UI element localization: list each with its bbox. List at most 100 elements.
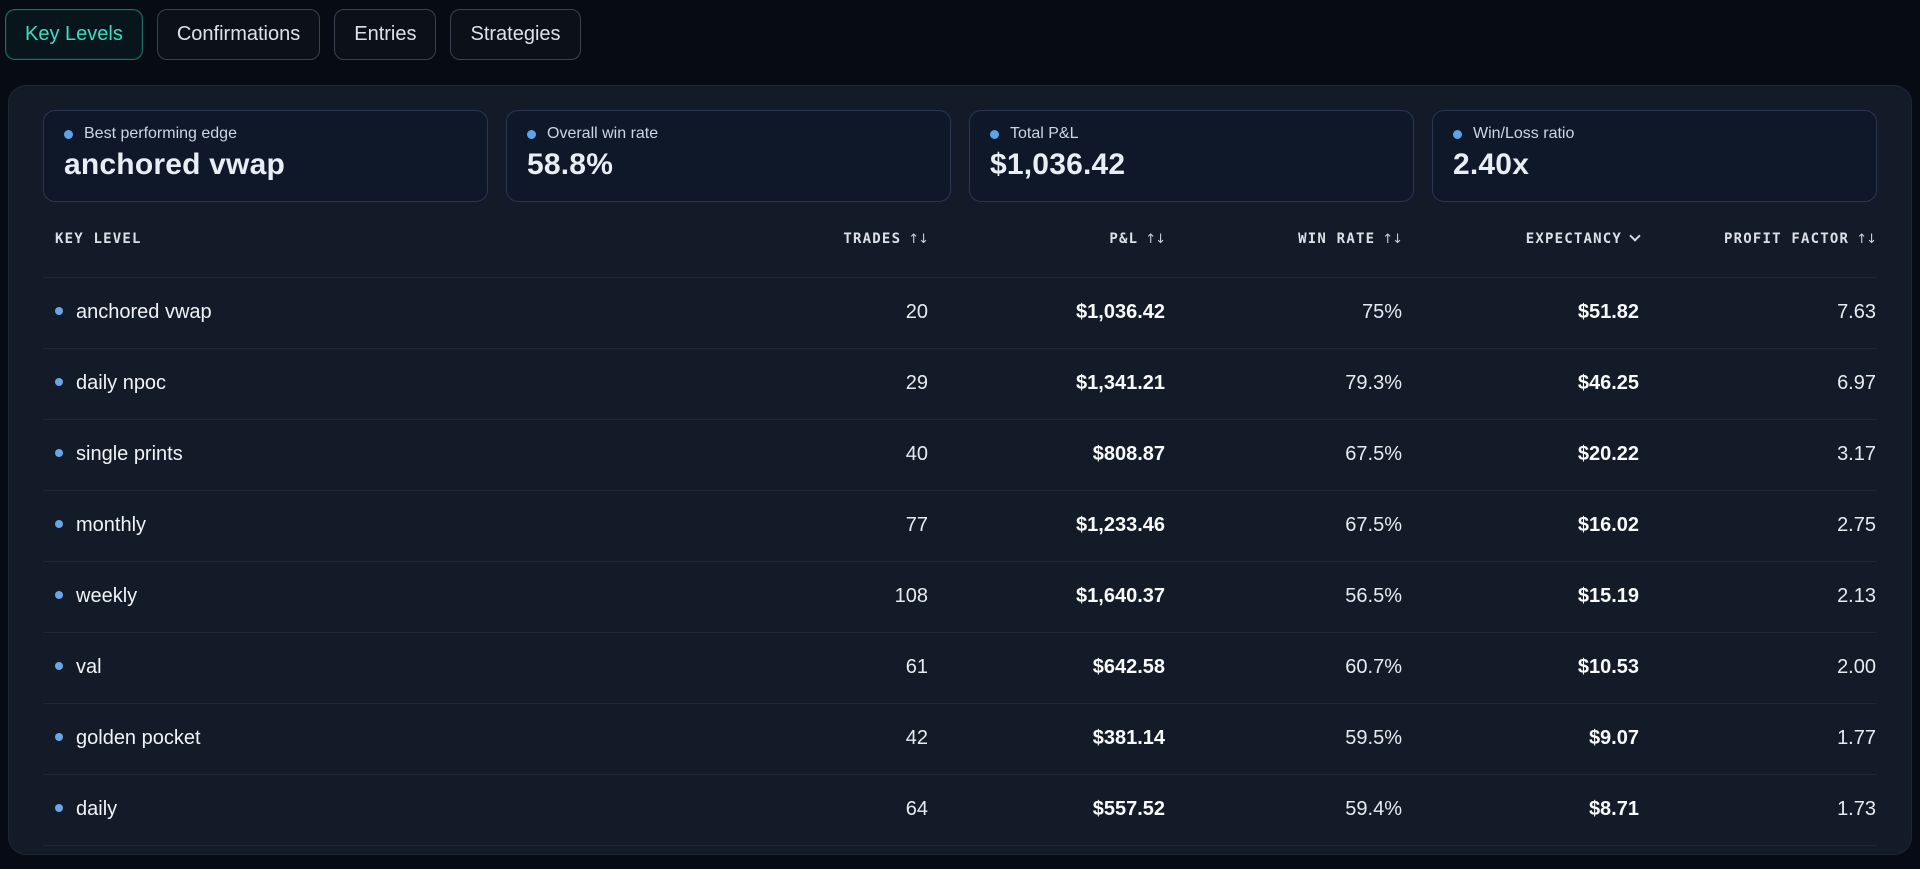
key-level-name: val <box>76 656 102 678</box>
table-row[interactable]: monthly 77 $1,233.46 67.5% $16.02 2.75 <box>43 490 1877 562</box>
pnl-value: $1,036.42 <box>929 277 1166 349</box>
column-header-win-rate[interactable]: WIN RATE ↑↓ <box>1166 202 1403 278</box>
key-levels-table: KEY LEVEL TRADES ↑↓ P&L ↑↓ WIN RATE ↑↓ EXPE… <box>43 202 1877 846</box>
stat-value: 2.40x <box>1453 148 1530 181</box>
table-row[interactable]: weekly 108 $1,640.37 56.5% $15.19 2.13 <box>43 561 1877 633</box>
column-header-expectancy[interactable]: EXPECTANCY <box>1403 202 1641 278</box>
pnl-value: $1,640.37 <box>929 561 1166 633</box>
stat-value: $1,036.42 <box>990 148 1126 181</box>
bullet-dot-icon <box>990 129 999 139</box>
key-level-name: golden pocket <box>76 727 201 749</box>
stat-label-row: Overall win rate <box>527 125 930 143</box>
trades-value: 108 <box>692 561 929 633</box>
stat-card-win-rate: Overall win rate 58.8% <box>506 110 951 202</box>
stat-label: Overall win rate <box>547 125 659 142</box>
stat-card-win-loss-ratio: Win/Loss ratio 2.40x <box>1432 110 1877 202</box>
bullet-dot-icon <box>55 448 63 457</box>
win-rate-value: 75% <box>1166 277 1403 349</box>
chevron-down-icon <box>1629 230 1641 242</box>
column-header-label: KEY LEVEL <box>55 231 142 248</box>
stat-card-total-pnl: Total P&L $1,036.42 <box>969 110 1414 202</box>
tab-confirmations[interactable]: Confirmations <box>156 9 321 60</box>
profit-factor-value: 2.00 <box>1640 632 1877 704</box>
key-level-name: daily <box>76 798 118 820</box>
table-row[interactable]: daily npoc 29 $1,341.21 79.3% $46.25 6.9… <box>43 348 1877 420</box>
column-header-trades[interactable]: TRADES ↑↓ <box>692 202 929 278</box>
pnl-value: $381.14 <box>929 703 1166 775</box>
column-header-profit-factor[interactable]: PROFIT FACTOR ↑↓ <box>1640 202 1877 278</box>
profit-factor-value: 7.63 <box>1640 277 1877 349</box>
key-level-name: monthly <box>76 514 147 536</box>
expectancy-value: $10.53 <box>1403 632 1640 704</box>
win-rate-value: 59.5% <box>1166 703 1403 775</box>
table-row[interactable]: single prints 40 $808.87 67.5% $20.22 3.… <box>43 419 1877 491</box>
column-header-key-level: KEY LEVEL <box>43 202 692 278</box>
stat-label-row: Total P&L <box>990 125 1393 143</box>
key-level-name: single prints <box>76 443 183 465</box>
key-level-name: anchored vwap <box>76 301 212 323</box>
stat-card-best-edge: Best performing edge anchored vwap <box>43 110 488 202</box>
stat-value: anchored vwap <box>64 148 285 181</box>
profit-factor-value: 3.17 <box>1640 419 1877 491</box>
column-header-label: PROFIT FACTOR <box>1724 231 1850 248</box>
bullet-dot-icon <box>55 306 63 315</box>
bullet-dot-icon <box>55 803 63 812</box>
trades-value: 29 <box>692 348 929 420</box>
sort-updown-icon: ↑↓ <box>1382 232 1403 248</box>
stats-row: Best performing edge anchored vwap Overa… <box>43 110 1877 202</box>
trades-value: 40 <box>692 419 929 491</box>
win-rate-value: 56.5% <box>1166 561 1403 633</box>
stat-label-row: Win/Loss ratio <box>1453 125 1856 143</box>
expectancy-value: $8.71 <box>1403 774 1640 846</box>
pnl-value: $642.58 <box>929 632 1166 704</box>
stat-label: Win/Loss ratio <box>1473 125 1575 142</box>
sort-updown-icon: ↑↓ <box>1856 232 1877 248</box>
table-row[interactable]: val 61 $642.58 60.7% $10.53 2.00 <box>43 632 1877 704</box>
expectancy-value: $16.02 <box>1403 490 1640 562</box>
column-header-label: WIN RATE <box>1298 231 1376 248</box>
stat-value: 58.8% <box>527 148 614 181</box>
profit-factor-value: 6.97 <box>1640 348 1877 420</box>
key-level-name: weekly <box>76 585 138 607</box>
column-header-label: TRADES <box>843 231 902 248</box>
trades-value: 77 <box>692 490 929 562</box>
pnl-value: $1,233.46 <box>929 490 1166 562</box>
sort-updown-icon: ↑↓ <box>1145 232 1166 248</box>
profit-factor-value: 1.73 <box>1640 774 1877 846</box>
win-rate-value: 67.5% <box>1166 419 1403 491</box>
bullet-dot-icon <box>64 129 73 139</box>
expectancy-value: $20.22 <box>1403 419 1640 491</box>
table-row[interactable]: daily 64 $557.52 59.4% $8.71 1.73 <box>43 774 1877 846</box>
stat-label: Best performing edge <box>84 125 237 142</box>
tab-key-levels[interactable]: Key Levels <box>5 9 143 60</box>
trades-value: 61 <box>692 632 929 704</box>
bullet-dot-icon <box>55 590 63 599</box>
tab-entries[interactable]: Entries <box>334 9 437 60</box>
table-row[interactable]: anchored vwap 20 $1,036.42 75% $51.82 7.… <box>43 277 1877 349</box>
trades-value: 64 <box>692 774 929 846</box>
dashboard-panel: Best performing edge anchored vwap Overa… <box>8 85 1912 855</box>
table-row[interactable]: golden pocket 42 $381.14 59.5% $9.07 1.7… <box>43 703 1877 775</box>
win-rate-value: 79.3% <box>1166 348 1403 420</box>
bullet-dot-icon <box>55 661 63 670</box>
trades-value: 42 <box>692 703 929 775</box>
expectancy-value: $46.25 <box>1403 348 1640 420</box>
win-rate-value: 59.4% <box>1166 774 1403 846</box>
expectancy-value: $51.82 <box>1403 277 1640 349</box>
bullet-dot-icon <box>55 519 63 528</box>
column-header-label: P&L <box>1109 231 1139 248</box>
column-header-label: EXPECTANCY <box>1525 231 1622 248</box>
profit-factor-value: 2.13 <box>1640 561 1877 633</box>
table-header-row: KEY LEVEL TRADES ↑↓ P&L ↑↓ WIN RATE ↑↓ EXPE… <box>43 202 1877 278</box>
tab-strategies[interactable]: Strategies <box>450 9 581 60</box>
profit-factor-value: 1.77 <box>1640 703 1877 775</box>
view-tabs: Key Levels Confirmations Entries Strateg… <box>0 0 1920 85</box>
trades-value: 20 <box>692 277 929 349</box>
bullet-dot-icon <box>1453 129 1462 139</box>
bullet-dot-icon <box>55 732 63 741</box>
column-header-pnl[interactable]: P&L ↑↓ <box>929 202 1166 278</box>
stat-label-row: Best performing edge <box>64 125 467 143</box>
win-rate-value: 67.5% <box>1166 490 1403 562</box>
win-rate-value: 60.7% <box>1166 632 1403 704</box>
pnl-value: $1,341.21 <box>929 348 1166 420</box>
